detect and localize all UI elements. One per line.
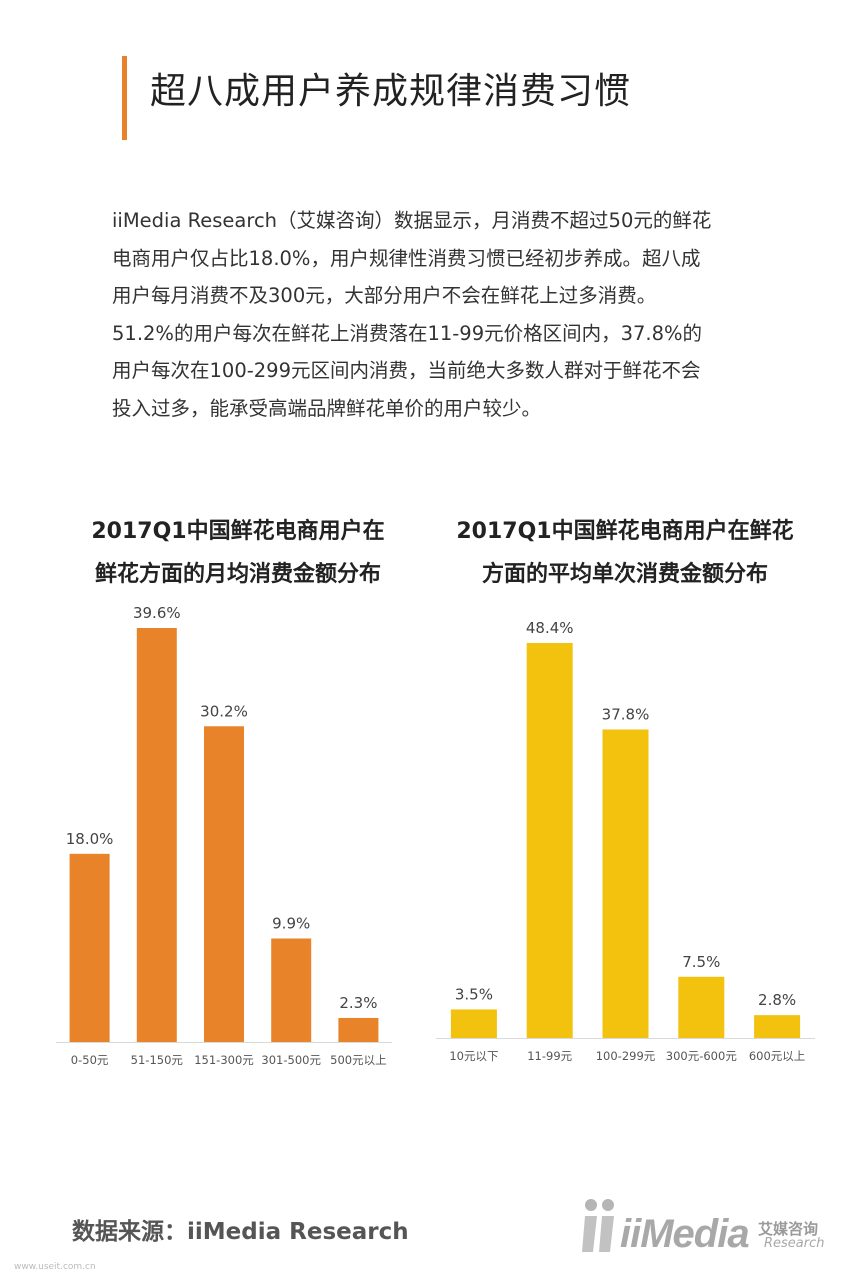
paragraph-line: 用户每月消费不及300元，大部分用户不会在鲜花上过多消费。 [112,284,657,307]
data-label: 9.9% [272,915,310,933]
paragraph-line: 投入过多，能承受高端品牌鲜花单价的用户较少。 [112,396,542,420]
data-label: 3.5% [455,985,493,1003]
data-label: 2.3% [339,994,377,1012]
chart-1: 3.5% 10元以下 48.4% 11-99元 37.8% 100-299元 7.5% 300… [436,619,815,1063]
data-label: 2.8% [758,991,796,1009]
bar [69,853,110,1042]
summary-paragraph: iiMedia Research（艾媒咨询）数据显示，月消费不超过50元的鲜花 … [112,202,792,427]
x-tick-label: 10元以下 [449,1049,498,1063]
chart-0: 18.0% 0-50元 39.6% 51-150元 30.2% 151-300元 9.9% 3… [56,604,392,1067]
x-tick-label: 11-99元 [527,1049,572,1063]
chart-title-line: 鲜花方面的月均消费金额分布 [94,562,381,587]
chart-title-line: 方面的平均单次消费金额分布 [481,562,768,587]
x-tick-label: 301-500元 [261,1053,321,1067]
x-tick-label: 0-50元 [71,1053,109,1067]
logo-cn-name: 艾媒咨询 [758,1220,819,1238]
bar [204,726,244,1042]
data-label: 39.6% [133,604,181,622]
logo-en-name: Research [764,1236,825,1251]
chart-title-line: 2017Q1中国鲜花电商用户在 [91,519,385,544]
chart-title-line: 2017Q1中国鲜花电商用户在鲜花 [456,519,794,544]
paragraph-line: 用户每次在100-299元区间内消费，当前绝大多数人群对于鲜花不会 [112,359,701,382]
data-label: 18.0% [66,830,114,848]
data-source: 数据来源：iiMedia Research [72,1219,409,1245]
paragraph-line: 电商用户仅占比18.0%，用户规律性消费习惯已经初步养成。超八成 [112,246,701,270]
data-label: 30.2% [200,702,248,720]
footer-url: www.useit.com.cn [14,1262,96,1272]
iimedia-logo: iiMedia 艾媒咨询 Research [580,1198,840,1258]
data-label: 37.8% [602,706,650,724]
x-tick-label: 600元以上 [749,1049,805,1063]
logo-wordmark: iiMedia [620,1212,750,1256]
x-tick-label: 151-300元 [194,1053,254,1067]
bar [678,976,725,1038]
paragraph-line: 51.2%的用户每次在鲜花上消费落在11-99元价格区间内，37.8%的 [112,321,703,345]
data-label: 7.5% [682,953,720,971]
x-tick-label: 500元以上 [330,1053,386,1067]
chart-title-monthly: 2017Q1中国鲜花电商用户在 鲜花方面的月均消费金额分布 [48,510,428,596]
bar [450,1009,497,1038]
bar [338,1017,379,1042]
chart-title-per-order: 2017Q1中国鲜花电商用户在鲜花 方面的平均单次消费金额分布 [430,510,820,596]
logo-mark-icon [582,1199,614,1252]
bar [271,938,312,1042]
bar [754,1015,801,1038]
x-tick-label: 51-150元 [131,1053,184,1067]
page-title: 超八成用户养成规律消费习惯 [150,71,632,112]
title-accent-bar [122,56,127,140]
paragraph-line: iiMedia Research（艾媒咨询）数据显示，月消费不超过50元的鲜花 [112,209,712,232]
bar [602,729,649,1038]
data-label: 48.4% [526,619,574,637]
bar [136,628,177,1042]
bar [526,643,573,1038]
x-tick-label: 100-299元 [596,1049,656,1063]
x-tick-label: 300元-600元 [666,1049,738,1063]
